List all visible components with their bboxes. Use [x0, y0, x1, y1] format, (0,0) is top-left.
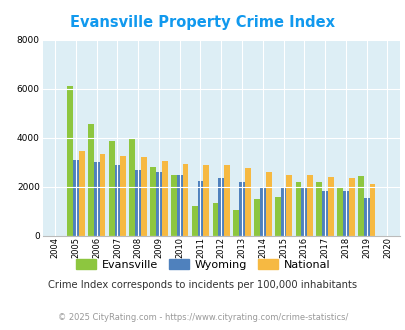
Legend: Evansville, Wyoming, National: Evansville, Wyoming, National [71, 255, 334, 274]
Bar [218, 178, 224, 236]
Bar [109, 142, 114, 236]
Text: Crime Index corresponds to incidents per 100,000 inhabitants: Crime Index corresponds to incidents per… [48, 280, 357, 290]
Bar [171, 175, 177, 236]
Bar [224, 165, 229, 236]
Bar [336, 188, 342, 236]
Bar [212, 203, 218, 236]
Bar [244, 168, 250, 236]
Bar [239, 182, 244, 236]
Bar [177, 175, 182, 236]
Bar [79, 151, 84, 236]
Bar [307, 175, 312, 236]
Bar [265, 172, 271, 236]
Bar [274, 197, 280, 236]
Bar [301, 187, 307, 236]
Bar [197, 181, 203, 236]
Text: Evansville Property Crime Index: Evansville Property Crime Index [70, 15, 335, 30]
Text: © 2025 CityRating.com - https://www.cityrating.com/crime-statistics/: © 2025 CityRating.com - https://www.city… [58, 313, 347, 322]
Bar [162, 161, 167, 236]
Bar [99, 154, 105, 236]
Bar [254, 199, 259, 236]
Bar [233, 210, 239, 236]
Bar [129, 138, 135, 236]
Bar [94, 162, 99, 236]
Bar [259, 187, 265, 236]
Bar [135, 170, 141, 236]
Bar [67, 86, 73, 236]
Bar [88, 124, 94, 236]
Bar [114, 165, 120, 236]
Bar [191, 207, 197, 236]
Bar [363, 198, 369, 236]
Bar [120, 156, 126, 236]
Bar [182, 164, 188, 236]
Bar [327, 177, 333, 236]
Bar [342, 190, 348, 236]
Bar [348, 178, 354, 236]
Bar [286, 175, 292, 236]
Bar [369, 184, 375, 236]
Bar [322, 190, 327, 236]
Bar [141, 157, 147, 236]
Bar [280, 188, 286, 236]
Bar [73, 160, 79, 236]
Bar [295, 182, 301, 236]
Bar [315, 182, 322, 236]
Bar [357, 176, 363, 236]
Bar [150, 167, 156, 236]
Bar [156, 172, 162, 236]
Bar [203, 165, 209, 236]
